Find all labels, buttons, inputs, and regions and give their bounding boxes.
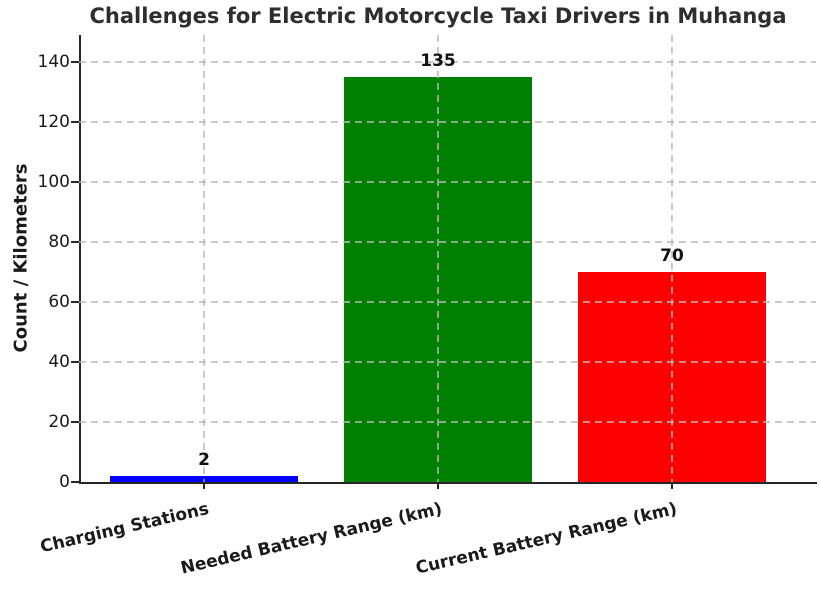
bar-value-label: 135 [420, 51, 456, 71]
y-tick-mark [71, 421, 79, 423]
y-tick-label: 20 [48, 412, 70, 432]
x-tick-label-0: Charging Stations [38, 499, 211, 558]
y-tick-label: 0 [59, 472, 70, 492]
x-tick-label-2: Current Battery Range (km) [413, 499, 679, 579]
gridline-vertical [437, 35, 439, 482]
gridline-horizontal [79, 301, 816, 303]
gridline-horizontal [79, 241, 816, 243]
x-tick-mark [671, 484, 673, 489]
y-tick-mark [71, 241, 79, 243]
y-tick-mark [71, 121, 79, 123]
gridline-horizontal [79, 181, 816, 183]
x-axis-spine [79, 482, 817, 484]
chart-title: Challenges for Electric Motorcycle Taxi … [89, 4, 787, 28]
gridline-vertical [671, 35, 673, 482]
y-tick-label: 140 [37, 52, 70, 72]
y-tick-mark [71, 301, 79, 303]
y-tick-mark [71, 361, 79, 363]
y-tick-label: 40 [48, 352, 70, 372]
y-tick-label: 60 [48, 292, 70, 312]
gridline-horizontal [79, 61, 816, 63]
y-tick-label: 80 [48, 232, 70, 252]
y-tick-label: 100 [37, 172, 70, 192]
bar-value-label: 2 [198, 450, 210, 470]
x-tick-mark [437, 484, 439, 489]
gridline-horizontal [79, 121, 816, 123]
y-tick-mark [71, 181, 79, 183]
gridline-horizontal [79, 361, 816, 363]
gridline-vertical [203, 35, 205, 482]
y-axis-spine [79, 35, 81, 484]
y-tick-mark [71, 481, 79, 483]
y-tick-mark [71, 61, 79, 63]
x-tick-label-1: Needed Battery Range (km) [179, 499, 445, 579]
y-tick-label: 120 [37, 112, 70, 132]
bar-value-label: 70 [660, 246, 684, 266]
x-tick-mark [203, 484, 205, 489]
plot-area: 2 135 70 [79, 35, 816, 482]
gridline-horizontal [79, 421, 816, 423]
